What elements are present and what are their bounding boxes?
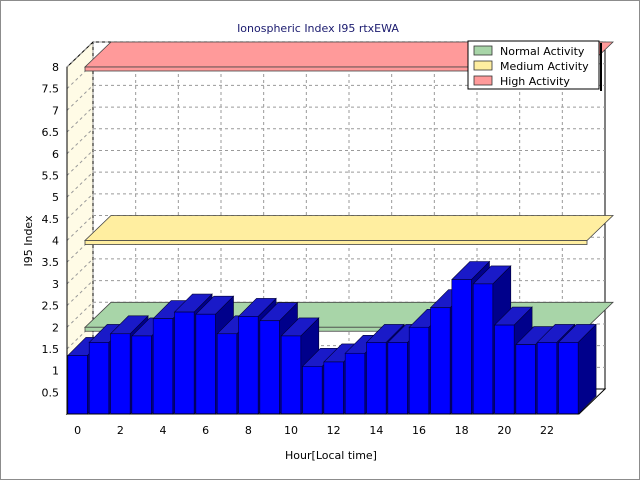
bar-front: [280, 335, 302, 415]
y-tick-label: 5.5: [42, 169, 60, 182]
y-tick-label: 2.5: [42, 300, 60, 313]
y-tick-label: 3.5: [42, 256, 60, 269]
bar-front: [323, 361, 344, 415]
y-tick-label: 1.5: [42, 343, 60, 356]
bar-front: [472, 283, 494, 415]
bar-front: [344, 352, 366, 415]
grid-line-side: [66, 85, 94, 111]
x-tick-label: 4: [160, 424, 167, 437]
band-plane: [84, 215, 614, 241]
x-axis-label: Hour[Local time]: [285, 449, 377, 462]
bar-front: [366, 342, 387, 415]
legend-label: High Activity: [500, 75, 570, 88]
axes: [66, 67, 579, 415]
bar-front: [152, 318, 174, 415]
grid-line-side: [66, 171, 94, 198]
grid-line-side: [66, 41, 94, 68]
legend-label: Medium Activity: [500, 60, 589, 73]
legend: Normal Activity Medium Activity High Activ…: [467, 40, 602, 91]
x-tick-label: 2: [117, 424, 124, 437]
x-tick-label: 16: [412, 424, 426, 437]
y-axis-label: I95 Index: [22, 215, 35, 267]
y-tick-label: 1: [52, 365, 59, 378]
bar-front: [110, 333, 131, 415]
bar-front: [515, 344, 536, 415]
y-tick-labels: 0.5 1 1.5 2 2.5 3 3.5 4 4.5 5 5.5 6 6.5 7 7.5 8: [42, 61, 60, 399]
x-tick-label: 14: [369, 424, 383, 437]
y-tick-label: 0.5: [42, 386, 60, 399]
y-tick-label: 7.5: [42, 83, 60, 96]
grid-line-side: [66, 258, 94, 285]
y-tick-label: 7: [52, 104, 59, 117]
x-tick-label: 20: [497, 424, 511, 437]
bar-front: [216, 333, 238, 415]
x-tick-label: 0: [74, 424, 81, 437]
bar-front: [494, 324, 515, 415]
bar-front: [536, 342, 558, 415]
bar-front: [174, 311, 195, 415]
y-tick-label: 6.5: [42, 126, 60, 139]
legend-label: Normal Activity: [500, 45, 585, 58]
y-tick-label: 8: [52, 61, 59, 74]
grid-line-side: [66, 193, 94, 220]
grid-line-side: [66, 106, 94, 133]
bar-front: [259, 320, 280, 415]
band-edge: [84, 240, 588, 245]
y-tick-label: 2: [52, 321, 59, 334]
x-tick-label: 8: [245, 424, 252, 437]
bar-front: [67, 355, 88, 415]
x-tick-label: 18: [455, 424, 469, 437]
x-tick-label: 10: [284, 424, 298, 437]
x-tick-label: 22: [540, 424, 554, 437]
grid-line-side: [66, 280, 94, 306]
y-tick-label: 3: [52, 278, 59, 291]
bar: [557, 323, 597, 415]
bars: [67, 260, 597, 415]
bar-front: [195, 313, 216, 415]
grid-line-side: [66, 128, 94, 155]
bar-front: [302, 365, 323, 415]
bar-front: [131, 335, 152, 415]
bar-front: [88, 342, 110, 415]
y-tick-label: 6: [52, 148, 59, 161]
bar-front: [387, 342, 408, 415]
x-tick-label: 12: [327, 424, 341, 437]
bar-front: [430, 307, 451, 415]
bar-front: [238, 316, 259, 415]
x-tick-label: 6: [202, 424, 209, 437]
legend-swatch: [473, 45, 493, 56]
bar-front: [558, 342, 579, 415]
grid-line-side: [66, 301, 94, 328]
grid-line-side: [66, 215, 94, 241]
legend-swatch: [473, 60, 493, 71]
grid-line-side: [66, 150, 94, 176]
chart-title: Ionospheric Index I95 rtxEWA: [237, 22, 399, 35]
y-tick-label: 5: [52, 191, 59, 204]
bar-front: [408, 326, 430, 415]
y-tick-label: 4: [52, 235, 59, 248]
y-tick-label: 4.5: [42, 213, 60, 226]
legend-swatch: [473, 75, 493, 86]
bar-front: [451, 279, 472, 415]
x-tick-labels: 0 2 4 6 8 10 12 14 16 18 20 22: [74, 424, 554, 437]
